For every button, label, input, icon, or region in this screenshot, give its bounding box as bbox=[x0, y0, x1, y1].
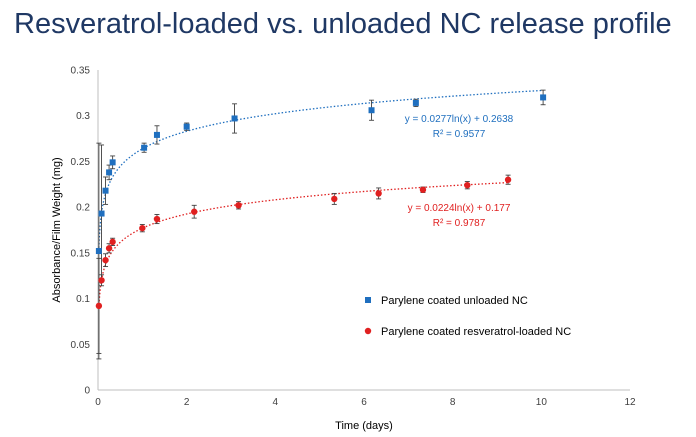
y-tick-label: 0.25 bbox=[71, 157, 91, 168]
x-tick-label: 10 bbox=[536, 397, 548, 408]
trendline-r2-1: R² = 0.9787 bbox=[433, 218, 486, 229]
data-points bbox=[95, 94, 547, 310]
data-point-square bbox=[153, 131, 160, 138]
y-tick-label: 0.3 bbox=[76, 111, 90, 122]
y-tick-label: 0.15 bbox=[71, 248, 91, 259]
data-point-circle bbox=[105, 245, 113, 252]
data-point-square bbox=[412, 99, 419, 106]
data-point-circle bbox=[235, 202, 242, 209]
data-point-circle bbox=[419, 186, 427, 193]
trendlines bbox=[98, 89, 544, 309]
y-tick-label: 0.1 bbox=[76, 294, 90, 305]
data-point-square bbox=[95, 248, 102, 255]
x-tick-label: 8 bbox=[450, 397, 456, 408]
data-point-circle bbox=[95, 302, 103, 310]
legend-marker-circle bbox=[364, 327, 372, 335]
trendline-equation-1: y = 0.0224ln(x) + 0.177 bbox=[408, 203, 511, 214]
data-point-square bbox=[98, 210, 105, 217]
data-point-circle bbox=[191, 208, 198, 215]
y-tick-label: 0.35 bbox=[71, 66, 91, 77]
data-point-square bbox=[183, 123, 190, 130]
data-point-square bbox=[109, 159, 116, 166]
y-tick-label: 0 bbox=[84, 386, 90, 397]
data-point-circle bbox=[504, 176, 512, 183]
data-point-circle bbox=[139, 224, 146, 232]
data-point-square bbox=[540, 94, 547, 101]
trendline-r2-0: R² = 0.9577 bbox=[433, 129, 486, 140]
trendline-equations: y = 0.0277ln(x) + 0.2638 R² = 0.9577 y = 0… bbox=[405, 114, 514, 229]
x-tick-label: 0 bbox=[95, 397, 101, 408]
data-point-square bbox=[106, 169, 113, 176]
x-tick-label: 12 bbox=[624, 397, 636, 408]
x-axis-label: Time (days) bbox=[335, 420, 393, 432]
y-tick-label: 0.2 bbox=[76, 203, 90, 214]
legend-entry-1: Parylene coated resveratrol-loaded NC bbox=[381, 326, 571, 338]
data-point-circle bbox=[102, 256, 109, 264]
data-point-circle bbox=[153, 215, 161, 223]
trendline-series-1 bbox=[98, 181, 509, 309]
trendline-equation-0: y = 0.0277ln(x) + 0.2638 bbox=[405, 114, 514, 125]
x-tick-label: 4 bbox=[273, 397, 279, 408]
legend-entry-0: Parylene coated unloaded NC bbox=[381, 295, 528, 307]
axes: 0 2 4 6 8 10 12 0 0.05 0.1 0.15 0.2 0.25 0.3 0.35 bbox=[71, 66, 636, 409]
y-tick-label: 0.05 bbox=[71, 340, 91, 351]
legend: Parylene coated unloaded NC Parylene coat… bbox=[364, 295, 571, 338]
data-point-circle bbox=[109, 238, 116, 246]
x-tick-label: 2 bbox=[184, 397, 190, 408]
data-point-circle bbox=[375, 190, 382, 197]
y-axis-label: Absorbance/Film Weight (mg) bbox=[51, 157, 63, 302]
x-tick-label: 6 bbox=[361, 397, 367, 408]
legend-marker-square bbox=[365, 297, 371, 303]
slide-title: Resveratrol-loaded vs. unloaded NC relea… bbox=[14, 8, 672, 40]
data-point-square bbox=[102, 187, 109, 194]
data-point-square bbox=[141, 144, 148, 151]
data-point-square bbox=[368, 107, 375, 114]
data-point-square bbox=[231, 115, 238, 122]
data-point-circle bbox=[98, 277, 105, 284]
data-point-circle bbox=[464, 182, 471, 189]
data-point-circle bbox=[331, 195, 338, 203]
